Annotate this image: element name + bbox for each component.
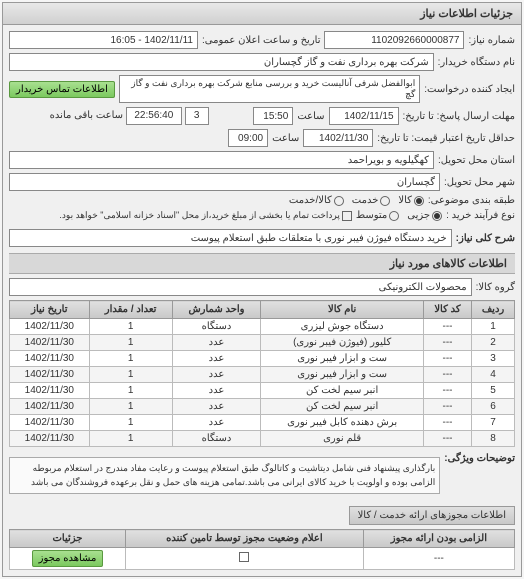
row-request-number: شماره نیاز: 1102092660000877 تاریخ و ساع… <box>9 31 515 49</box>
row-city: شهر محل تحویل: گچساران <box>9 173 515 191</box>
label-purchase-type: نوع فرآیند خرید : <box>446 210 515 221</box>
budget-class-radios: کالا خدمت کالا/خدمت <box>289 195 424 206</box>
table-row: 5---انبر سیم لخت کنعدد11402/11/30 <box>10 383 515 399</box>
label-validity: حداقل تاریخ اعتبار قیمت: تا تاریخ: <box>377 133 515 144</box>
label-buyer: نام دستگاه خریدار: <box>438 57 515 68</box>
table-header: الزامی بودن ارائه مجوز <box>363 530 514 548</box>
label-budget-class: طبقه بندی موضوعی: <box>428 195 515 206</box>
check-treasury <box>342 211 352 221</box>
row-budget-class: طبقه بندی موضوعی: کالا خدمت کالا/خدمت <box>9 195 515 206</box>
countdown-days: 3 <box>185 107 209 125</box>
row-deadline: مهلت ارسال پاسخ: تا تاریخ: 1402/11/15 سا… <box>9 107 515 125</box>
notes-box: بارگذاری پیشنهاد فنی شامل دیتاشیت و کاتا… <box>9 457 440 494</box>
row-buyer: نام دستگاه خریدار: شرکت بهره برداری نفت … <box>9 53 515 71</box>
label-general-desc: شرح کلی نیاز: <box>456 233 515 244</box>
goods-table: ردیفکد کالانام کالاواحد شمارشتعداد / مقد… <box>9 300 515 447</box>
countdown-suffix: ساعت باقی مانده <box>50 110 123 121</box>
label-province: استان محل تحویل: <box>438 155 515 166</box>
radio-item-medium[interactable]: متوسط <box>356 210 399 221</box>
table-header: تاریخ نیاز <box>10 301 90 319</box>
table-header: واحد شمارش <box>172 301 261 319</box>
main-panel: جزئیات اطلاعات نیاز شماره نیاز: 11020926… <box>2 2 522 577</box>
label-deadline: مهلت ارسال پاسخ: تا تاریخ: <box>403 111 515 122</box>
radio-item-minor[interactable]: جزیی <box>407 210 442 221</box>
field-goods-group: محصولات الکترونیکی <box>9 278 472 296</box>
countdown: 3 22:56:40 ساعت باقی مانده <box>9 107 249 125</box>
subtab-permits[interactable]: اطلاعات مجوزهای ارائه خدمت / کالا <box>349 506 515 525</box>
label-deadline-time: ساعت <box>297 111 324 122</box>
permits-header-row: الزامی بودن ارائه مجوزاعلام وضعیت مجوز ت… <box>10 530 515 548</box>
table-row: 8---قلم نوریدستگاه11402/11/30 <box>10 431 515 447</box>
table-header: ردیف <box>472 301 515 319</box>
label-announce-date: تاریخ و ساعت اعلان عمومی: <box>202 35 321 46</box>
row-notes: توضیحات ویژگی: بارگذاری پیشنهاد فنی شامل… <box>9 453 515 494</box>
label-requester: ایجاد کننده درخواست: <box>424 84 515 95</box>
label-goods-group: گروه کالا: <box>476 282 515 293</box>
permits-table: الزامی بودن ارائه مجوزاعلام وضعیت مجوز ت… <box>9 529 515 570</box>
table-row: 4---ست و ابزار فیبر نوریعدد11402/11/30 <box>10 367 515 383</box>
radio-both <box>334 196 344 206</box>
table-row: --- مشاهده مجوز <box>10 548 515 570</box>
table-header: جزئیات <box>10 530 126 548</box>
radio-item-service[interactable]: خدمت <box>352 195 391 206</box>
table-header-row: ردیفکد کالانام کالاواحد شمارشتعداد / مقد… <box>10 301 515 319</box>
label-request-number: شماره نیاز: <box>468 35 515 46</box>
table-row: 1---دستگاه جوش لیزریدستگاه11402/11/30 <box>10 319 515 335</box>
field-announce-date: 1402/11/11 - 16:05 <box>9 31 198 49</box>
row-requester: ایجاد کننده درخواست: ابوالفضل شرفی آنالی… <box>9 75 515 103</box>
radio-goods <box>414 196 424 206</box>
table-header: اعلام وضعیت مجوز توسط تامین کننده <box>125 530 363 548</box>
section-goods-title: اطلاعات کالاهای مورد نیاز <box>9 253 515 274</box>
panel-title: جزئیات اطلاعات نیاز <box>3 3 521 25</box>
label-validity-time: ساعت <box>272 133 299 144</box>
perm-checkbox[interactable] <box>239 552 249 562</box>
view-permit-button[interactable]: مشاهده مجوز <box>32 550 104 567</box>
field-deadline-date: 1402/11/15 <box>329 107 399 125</box>
panel-body: شماره نیاز: 1102092660000877 تاریخ و ساع… <box>3 25 521 576</box>
field-general-desc: خرید دستگاه فیوژن فیبر نوری با متعلقات ط… <box>9 229 452 247</box>
perm-cell-required: --- <box>363 548 514 570</box>
radio-service <box>380 196 390 206</box>
table-header: نام کالا <box>261 301 423 319</box>
perm-cell-status <box>125 548 363 570</box>
row-province: استان محل تحویل: کهگیلویه و بویراحمد <box>9 151 515 169</box>
radio-medium <box>389 211 399 221</box>
field-requester: ابوالفضل شرفی آنالیست خرید و بررسی منابع… <box>119 75 420 103</box>
table-row: 2---کلیور (فیوژن فیبر نوری)عدد11402/11/3… <box>10 335 515 351</box>
label-notes: توضیحات ویژگی: <box>444 453 515 464</box>
purchase-type-radios: جزیی متوسط <box>356 210 442 221</box>
check-item-treasury[interactable]: پرداخت تمام یا بخشی از مبلغ خرید،از محل … <box>59 210 351 221</box>
row-general-desc: شرح کلی نیاز: خرید دستگاه فیوژن فیبر نور… <box>9 229 515 247</box>
row-purchase-type: نوع فرآیند خرید : جزیی متوسط پرداخت تمام… <box>9 210 515 221</box>
table-header: تعداد / مقدار <box>89 301 172 319</box>
field-province: کهگیلویه و بویراحمد <box>9 151 434 169</box>
field-deadline-time: 15:50 <box>253 107 293 125</box>
countdown-time: 22:56:40 <box>126 107 182 125</box>
radio-item-goods[interactable]: کالا <box>398 195 424 206</box>
row-goods-group: گروه کالا: محصولات الکترونیکی <box>9 278 515 296</box>
field-validity-date: 1402/11/30 <box>303 129 373 147</box>
label-city: شهر محل تحویل: <box>444 177 515 188</box>
row-validity: حداقل تاریخ اعتبار قیمت: تا تاریخ: 1402/… <box>9 129 515 147</box>
field-buyer: شرکت بهره برداری نفت و گاز گچساران <box>9 53 434 71</box>
radio-minor <box>432 211 442 221</box>
table-row: 7---برش دهنده کابل فیبر نوریعدد11402/11/… <box>10 415 515 431</box>
radio-item-both[interactable]: کالا/خدمت <box>289 195 344 206</box>
table-row: 6---انبر سیم لخت کنعدد11402/11/30 <box>10 399 515 415</box>
contact-buyer-button[interactable]: اطلاعات تماس خریدار <box>9 81 115 98</box>
field-city: گچساران <box>9 173 440 191</box>
field-request-number: 1102092660000877 <box>324 31 464 49</box>
table-header: کد کالا <box>423 301 471 319</box>
field-validity-time: 09:00 <box>228 129 268 147</box>
perm-cell-details: مشاهده مجوز <box>10 548 126 570</box>
table-row: 3---ست و ابزار فیبر نوریعدد11402/11/30 <box>10 351 515 367</box>
